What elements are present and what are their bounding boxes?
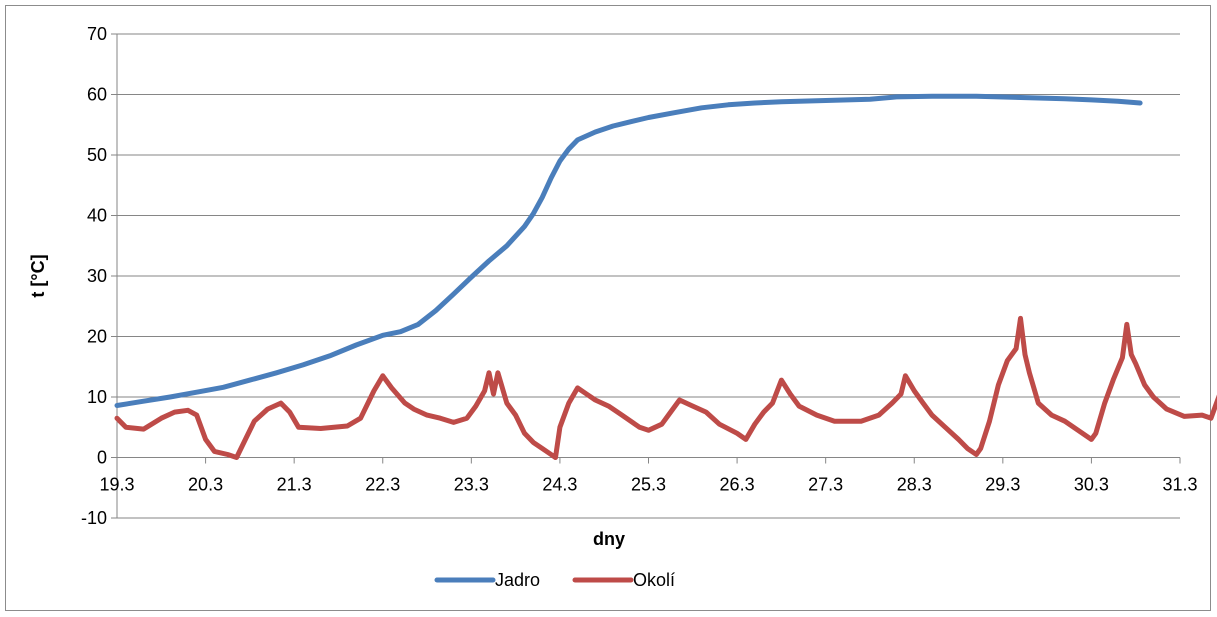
y-axis-title: t [°C] [28, 254, 48, 297]
y-tick-labels: -10 0 10 20 30 40 50 60 70 [81, 24, 107, 528]
x-tick-label: 28.3 [897, 475, 932, 495]
y-tick-label: 60 [87, 85, 107, 105]
y-tick-label: 0 [97, 448, 107, 468]
legend: Jadro Okolí [434, 570, 675, 590]
chart-area [5, 5, 1211, 611]
series-line-okoli [114, 315, 1217, 460]
x-tick-label: 21.3 [277, 475, 312, 495]
series-lines [114, 93, 1217, 460]
x-axis-title: dny [593, 529, 625, 549]
y-tick-label: 10 [87, 387, 107, 407]
y-tick-label: 50 [87, 145, 107, 165]
x-tick-labels: 19.3 20.3 21.3 22.3 23.3 24.3 25.3 26.3 27.3 28.3… [99, 475, 1197, 495]
y-tick-label: 30 [87, 266, 107, 286]
x-tick-label: 25.3 [631, 475, 666, 495]
legend-label: Okolí [633, 570, 675, 590]
x-tick-label: 29.3 [985, 475, 1020, 495]
legend-label: Jadro [495, 570, 540, 590]
x-tick-label: 30.3 [1074, 475, 1109, 495]
y-tick-label: -10 [81, 508, 107, 528]
axes [111, 33, 1181, 519]
x-tick-label: 26.3 [720, 475, 755, 495]
x-tick-label: 19.3 [99, 475, 134, 495]
y-tick-label: 70 [87, 24, 107, 44]
series-line-jadro [114, 93, 1143, 408]
x-tick-label: 24.3 [542, 475, 577, 495]
x-tick-label: 20.3 [188, 475, 223, 495]
gridlines [117, 33, 1180, 519]
x-tick-label: 22.3 [365, 475, 400, 495]
x-tick-label: 23.3 [454, 475, 489, 495]
y-tick-label: 20 [87, 327, 107, 347]
y-tick-label: 40 [87, 206, 107, 226]
x-tick-label: 31.3 [1162, 475, 1197, 495]
x-tick-label: 27.3 [808, 475, 843, 495]
